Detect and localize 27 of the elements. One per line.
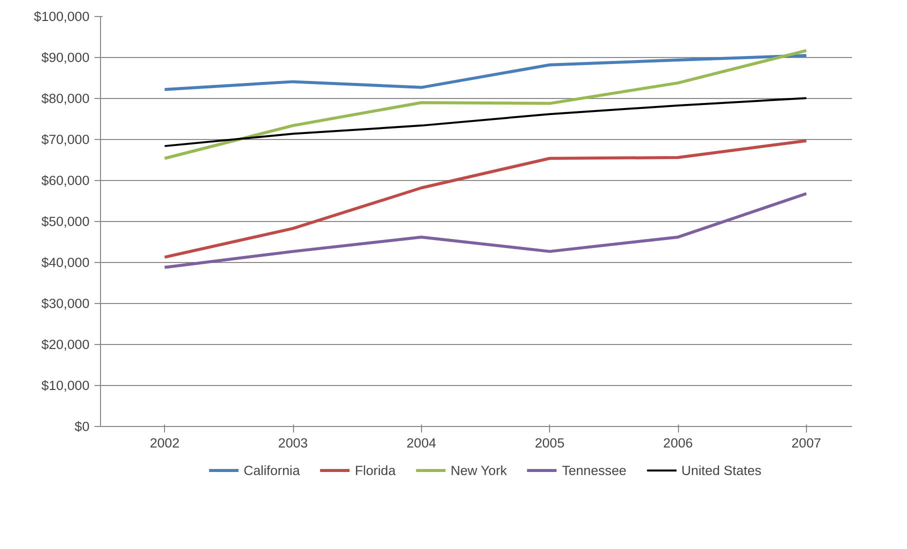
y-tick-label: $80,000 [41, 91, 90, 106]
legend-label: California [244, 462, 300, 478]
y-tick-label: $30,000 [41, 296, 90, 311]
y-tick-label: $20,000 [41, 337, 90, 352]
x-tick-label: 2002 [150, 436, 180, 450]
x-tick-label: 2004 [406, 436, 437, 450]
y-tick-label: $40,000 [41, 255, 90, 270]
y-tick-label: $100,000 [34, 9, 90, 24]
y-tick-label: $10,000 [41, 378, 90, 393]
x-tick-label: 2005 [534, 436, 564, 450]
legend-label: United States [681, 462, 762, 478]
line-series [163, 192, 808, 269]
y-tick-label: $70,000 [41, 132, 90, 147]
legend-label: Florida [354, 462, 396, 478]
line-series [164, 97, 808, 148]
x-tick-label: 2006 [663, 436, 693, 450]
legend-label: New York [450, 462, 507, 478]
line-series [163, 139, 808, 259]
y-tick-label: $60,000 [41, 173, 90, 188]
x-tick-label: 2007 [792, 436, 822, 450]
legend-label: Tennessee [562, 462, 626, 478]
x-tick-label: 2003 [278, 436, 308, 450]
line-series [163, 54, 808, 91]
y-tick-label: $0 [74, 419, 90, 434]
line-series [163, 49, 808, 160]
y-tick-label: $90,000 [41, 50, 90, 65]
y-tick-label: $50,000 [41, 214, 90, 229]
